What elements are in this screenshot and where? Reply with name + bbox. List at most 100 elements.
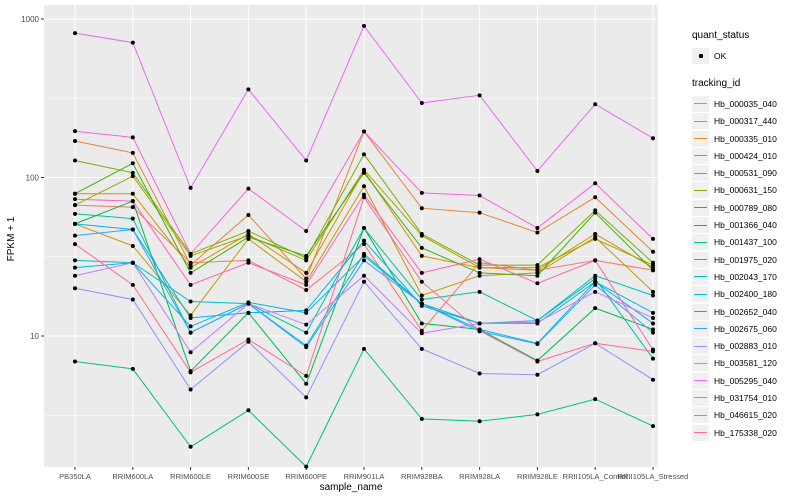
data-point xyxy=(73,158,77,163)
data-point xyxy=(73,258,77,263)
legend-item-Hb_000035_040: Hb_000035_040 xyxy=(692,95,798,112)
data-point xyxy=(535,412,540,417)
data-point xyxy=(188,299,193,304)
data-point xyxy=(593,282,598,287)
data-point xyxy=(73,203,77,208)
data-point xyxy=(477,371,482,376)
legend-key-box xyxy=(692,147,709,164)
data-point xyxy=(535,273,540,278)
legend-item-Hb_000789_080: Hb_000789_080 xyxy=(692,199,798,216)
data-point xyxy=(362,273,366,278)
data-point xyxy=(130,260,135,265)
legend-item-Hb_001366_040: Hb_001366_040 xyxy=(692,216,798,234)
x-tick-label: RRIM928BA xyxy=(401,472,443,481)
data-point xyxy=(593,397,598,402)
data-point xyxy=(73,138,77,143)
x-tick-label: RRII105LA_Control xyxy=(563,472,628,481)
data-point xyxy=(419,279,424,284)
data-point xyxy=(362,152,366,157)
data-point xyxy=(130,161,135,166)
data-point xyxy=(593,258,598,263)
data-point xyxy=(419,346,424,351)
data-point xyxy=(535,372,540,377)
line-swatch-icon xyxy=(694,189,707,191)
legend-key-box xyxy=(692,320,709,337)
data-point xyxy=(535,168,540,173)
legend-item-label: Hb_000531_090 xyxy=(714,168,777,179)
line-swatch-icon xyxy=(694,155,707,157)
data-point xyxy=(362,195,366,200)
data-point xyxy=(130,216,135,221)
legend-item-label: Hb_000335_010 xyxy=(714,133,777,144)
data-point xyxy=(73,31,77,36)
legend-key-box xyxy=(692,389,709,406)
data-point xyxy=(304,308,309,313)
data-point xyxy=(362,129,366,134)
data-point xyxy=(304,288,309,293)
data-point xyxy=(535,263,540,268)
legend-item-label: Hb_003581_120 xyxy=(714,358,777,369)
data-point xyxy=(362,226,366,231)
data-point xyxy=(246,235,251,240)
legend-item-label: Hb_001975_020 xyxy=(714,254,777,265)
legend-item-Hb_031754_010: Hb_031754_010 xyxy=(692,389,798,406)
data-point xyxy=(419,270,424,275)
legend-key-box xyxy=(692,47,709,64)
x-tick-label: RRIM928LA xyxy=(459,472,500,481)
legend-item-label: OK xyxy=(714,50,727,61)
data-point xyxy=(362,279,366,284)
data-point xyxy=(304,381,309,386)
line-swatch-icon xyxy=(694,103,707,105)
data-point xyxy=(73,197,77,202)
data-point xyxy=(419,253,424,258)
data-point xyxy=(651,356,655,361)
legend-item-label: Hb_000035_040 xyxy=(714,98,777,109)
data-point xyxy=(477,289,482,294)
legend-item-label: Hb_005295_040 xyxy=(714,375,777,386)
data-point xyxy=(73,286,77,291)
x-tick-label: RRIM928LE xyxy=(517,472,558,481)
legend-item-label: Hb_002652_040 xyxy=(714,306,777,317)
line-swatch-icon xyxy=(694,328,707,330)
line-swatch-icon xyxy=(694,120,707,122)
legend-key-box xyxy=(692,234,709,251)
data-point xyxy=(419,321,424,326)
legend-item-Hb_000335_010: Hb_000335_010 xyxy=(692,130,798,147)
data-point xyxy=(130,174,135,179)
y-tick-label: 100 xyxy=(26,174,40,183)
legend-item-label: Hb_175338_020 xyxy=(714,427,777,438)
data-point xyxy=(593,232,598,237)
data-point xyxy=(477,328,482,333)
legend-item-label: Hb_031754_010 xyxy=(714,392,777,403)
data-point xyxy=(535,359,540,364)
data-point xyxy=(188,350,193,355)
legend-item-Hb_002400_180: Hb_002400_180 xyxy=(692,286,798,303)
data-point xyxy=(419,190,424,195)
data-point xyxy=(73,242,77,247)
data-point xyxy=(188,387,193,392)
data-point xyxy=(73,265,77,270)
data-point xyxy=(477,93,482,98)
legend-key-box xyxy=(692,407,709,424)
data-point xyxy=(651,268,655,273)
data-point xyxy=(651,327,655,332)
legend-item-label: Hb_001366_040 xyxy=(714,220,777,231)
data-point xyxy=(362,184,366,189)
data-point xyxy=(304,345,309,350)
data-point xyxy=(535,320,540,325)
data-point xyxy=(246,301,251,306)
legend: quant_status OK tracking_id Hb_000035_04… xyxy=(692,30,798,441)
data-point xyxy=(535,226,540,231)
legend-key-box xyxy=(692,199,709,216)
data-point xyxy=(593,181,598,186)
data-point xyxy=(651,310,655,315)
data-point xyxy=(246,337,251,342)
data-point xyxy=(130,40,135,45)
data-point xyxy=(419,416,424,421)
x-tick-label: RRIM600LE xyxy=(170,472,211,481)
data-point xyxy=(535,270,540,275)
legend-item-Hb_175338_020: Hb_175338_020 xyxy=(692,424,798,441)
legend-key-box xyxy=(692,268,709,285)
legend-key-box xyxy=(692,372,709,389)
